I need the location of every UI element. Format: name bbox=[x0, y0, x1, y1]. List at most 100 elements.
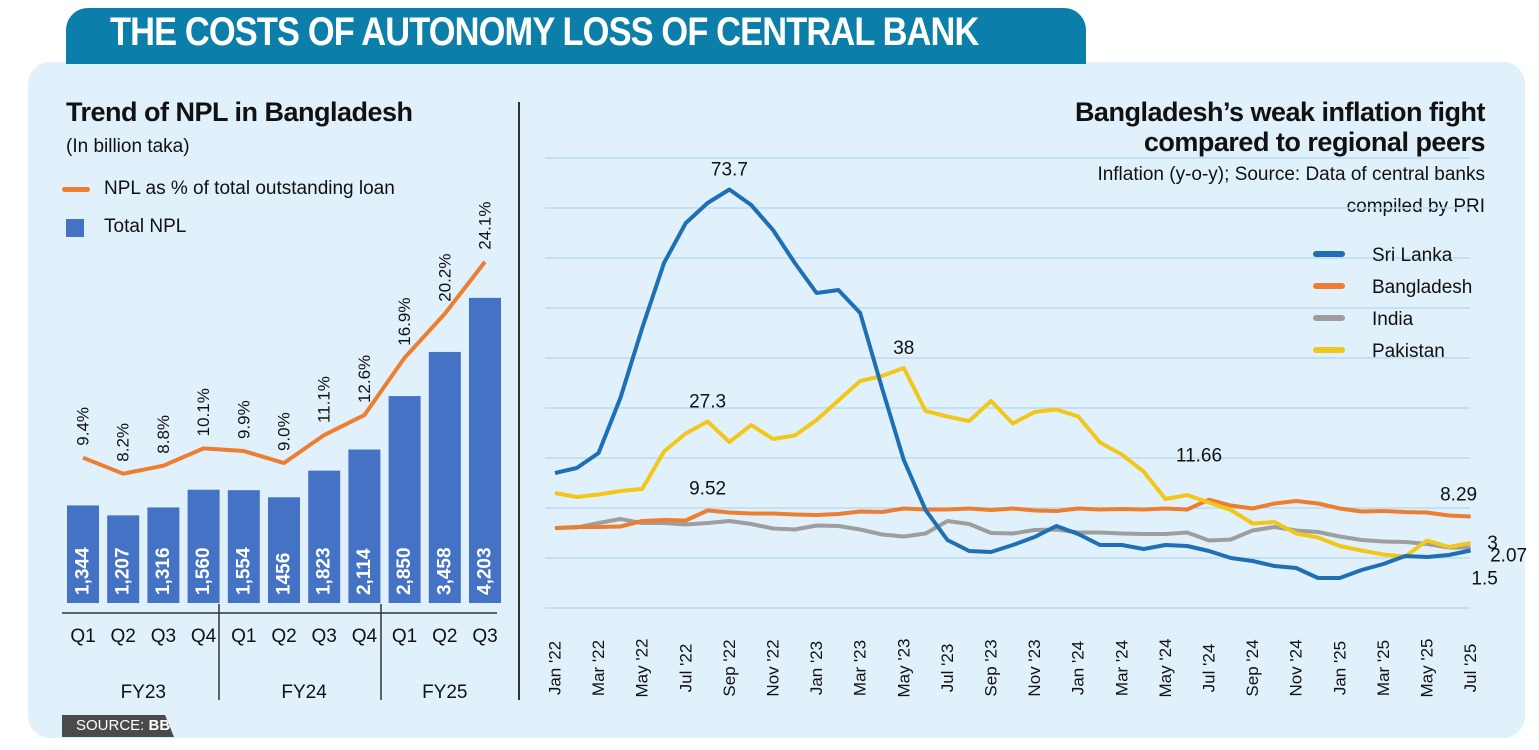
x-tick-label: Jul '23 bbox=[938, 644, 957, 693]
npl-bar-label: 1,344 bbox=[73, 547, 94, 595]
legend-label: Pakistan bbox=[1372, 341, 1445, 362]
npl-bar bbox=[147, 507, 180, 603]
data-annotation: 73.7 bbox=[711, 160, 748, 181]
x-tick-label: May '25 bbox=[1418, 639, 1437, 698]
x-tick-label: May '22 bbox=[633, 639, 652, 698]
source-label: SOURCE: bbox=[76, 717, 145, 734]
x-tick-label: Mar '23 bbox=[851, 640, 870, 696]
quarter-label: Q4 bbox=[191, 626, 217, 647]
npl-percent-label: 20.2% bbox=[435, 254, 454, 302]
quarter-label: Q3 bbox=[151, 626, 176, 647]
x-tick-label: Mar '22 bbox=[589, 640, 608, 696]
series-line-sri-lanka bbox=[554, 187, 1472, 580]
legend-label: Sri Lanka bbox=[1372, 245, 1453, 266]
inflation-chart-title-1: Bangladesh’s weak inflation fight bbox=[1074, 97, 1486, 127]
npl-bar bbox=[268, 497, 300, 603]
npl-bar-label: 1,207 bbox=[113, 547, 134, 595]
npl-percent-label: 9.4% bbox=[74, 407, 93, 446]
npl-percent-label: 12.6% bbox=[355, 355, 374, 403]
npl-bar-label: 1,554 bbox=[233, 547, 254, 595]
legend-label: India bbox=[1372, 309, 1414, 330]
npl-bar bbox=[308, 470, 341, 603]
npl-bar-label: 2,850 bbox=[394, 547, 415, 595]
chart-divider bbox=[518, 102, 520, 700]
npl-bar bbox=[428, 351, 461, 603]
npl-bar bbox=[67, 505, 99, 603]
npl-chart-subtitle: (In billion taka) bbox=[66, 136, 190, 157]
npl-bar-label: 3,458 bbox=[434, 547, 455, 595]
quarter-label: Q1 bbox=[231, 626, 256, 647]
x-tick-label: Sep '24 bbox=[1243, 639, 1262, 696]
fiscal-year-label: FY25 bbox=[422, 682, 467, 703]
inflation-chart-subtitle-1: Inflation (y-o-y); Source: Data of centr… bbox=[1097, 164, 1485, 185]
series-line-bangladesh bbox=[554, 497, 1471, 530]
npl-percent-label: 11.1% bbox=[315, 376, 334, 423]
source-badge: SOURCE: BB bbox=[62, 715, 174, 737]
x-tick-label: Nov '22 bbox=[764, 639, 783, 696]
quarter-label: Q4 bbox=[352, 626, 378, 647]
inflation-chart-subtitle-2: compiled by PRI bbox=[1346, 196, 1485, 217]
npl-bar-label: 1,316 bbox=[153, 547, 174, 595]
x-tick-label: Nov '23 bbox=[1025, 639, 1044, 696]
legend-line-swatch bbox=[62, 187, 90, 192]
source-value: BB bbox=[148, 717, 171, 734]
data-annotation: 9.52 bbox=[689, 478, 726, 499]
x-tick-label: Jan '25 bbox=[1330, 641, 1349, 695]
npl-bar bbox=[469, 297, 501, 603]
data-annotation: 11.66 bbox=[1176, 446, 1222, 467]
series-line-pakistan bbox=[554, 366, 1471, 559]
legend-bar-swatch bbox=[66, 219, 84, 237]
npl-bar-label: 1,823 bbox=[314, 547, 335, 595]
fiscal-year-label: FY24 bbox=[281, 682, 327, 703]
npl-bar-label: 1456 bbox=[274, 553, 295, 595]
x-tick-label: Jan '24 bbox=[1069, 641, 1088, 695]
npl-bar bbox=[187, 489, 220, 603]
npl-percent-label: 24.1% bbox=[476, 202, 495, 250]
data-annotation: 2.07 bbox=[1490, 546, 1527, 567]
quarter-label: Q1 bbox=[392, 626, 417, 647]
npl-bar bbox=[107, 515, 140, 603]
quarter-label: Q2 bbox=[111, 626, 136, 647]
x-tick-label: Jul '22 bbox=[676, 644, 695, 693]
data-annotation: 3 bbox=[1487, 533, 1498, 554]
npl-bar-label: 4,203 bbox=[475, 547, 496, 595]
x-tick-label: Jul '25 bbox=[1461, 644, 1480, 693]
data-annotation: 1.5 bbox=[1471, 569, 1497, 590]
legend-total-npl: Total NPL bbox=[104, 216, 187, 237]
npl-chart-title: Trend of NPL in Bangladesh bbox=[66, 97, 413, 127]
inflation-chart-title-2: compared to regional peers bbox=[1143, 127, 1486, 157]
npl-bar bbox=[388, 396, 421, 603]
npl-percent-label: 16.9% bbox=[395, 298, 414, 346]
x-tick-label: Sep '22 bbox=[720, 639, 739, 696]
npl-percent-line bbox=[82, 260, 487, 476]
quarter-label: Q3 bbox=[472, 626, 497, 647]
npl-bar bbox=[348, 449, 381, 603]
legend-label: Bangladesh bbox=[1372, 277, 1472, 298]
x-tick-label: Nov '24 bbox=[1287, 639, 1306, 696]
fiscal-year-label: FY23 bbox=[121, 682, 166, 703]
data-annotation: 27.3 bbox=[689, 392, 726, 413]
npl-percent-label: 9.9% bbox=[234, 400, 253, 439]
x-tick-label: Jan '23 bbox=[807, 641, 826, 695]
npl-percent-label: 9.0% bbox=[275, 412, 294, 451]
quarter-label: Q2 bbox=[271, 626, 296, 647]
x-tick-label: Sep '23 bbox=[982, 639, 1001, 696]
x-tick-label: Jul '24 bbox=[1200, 644, 1219, 693]
x-tick-label: Mar '24 bbox=[1112, 640, 1131, 696]
npl-percent-label: 10.1% bbox=[194, 388, 213, 436]
npl-bar bbox=[227, 490, 260, 603]
header-tab bbox=[66, 8, 1086, 64]
npl-bar-label: 1,560 bbox=[193, 547, 214, 595]
data-annotation: 38 bbox=[893, 338, 914, 359]
quarter-label: Q3 bbox=[312, 626, 337, 647]
series-line-india bbox=[554, 517, 1471, 550]
chart-panel bbox=[28, 62, 1525, 738]
quarter-label: Q2 bbox=[432, 626, 457, 647]
legend-npl-percent: NPL as % of total outstanding loan bbox=[104, 178, 395, 199]
x-tick-label: Jan '22 bbox=[546, 641, 565, 695]
x-tick-label: May '23 bbox=[894, 639, 913, 698]
x-tick-label: Mar '25 bbox=[1374, 640, 1393, 696]
npl-percent-label: 8.2% bbox=[114, 423, 133, 462]
npl-bar-label: 2,114 bbox=[354, 548, 375, 595]
